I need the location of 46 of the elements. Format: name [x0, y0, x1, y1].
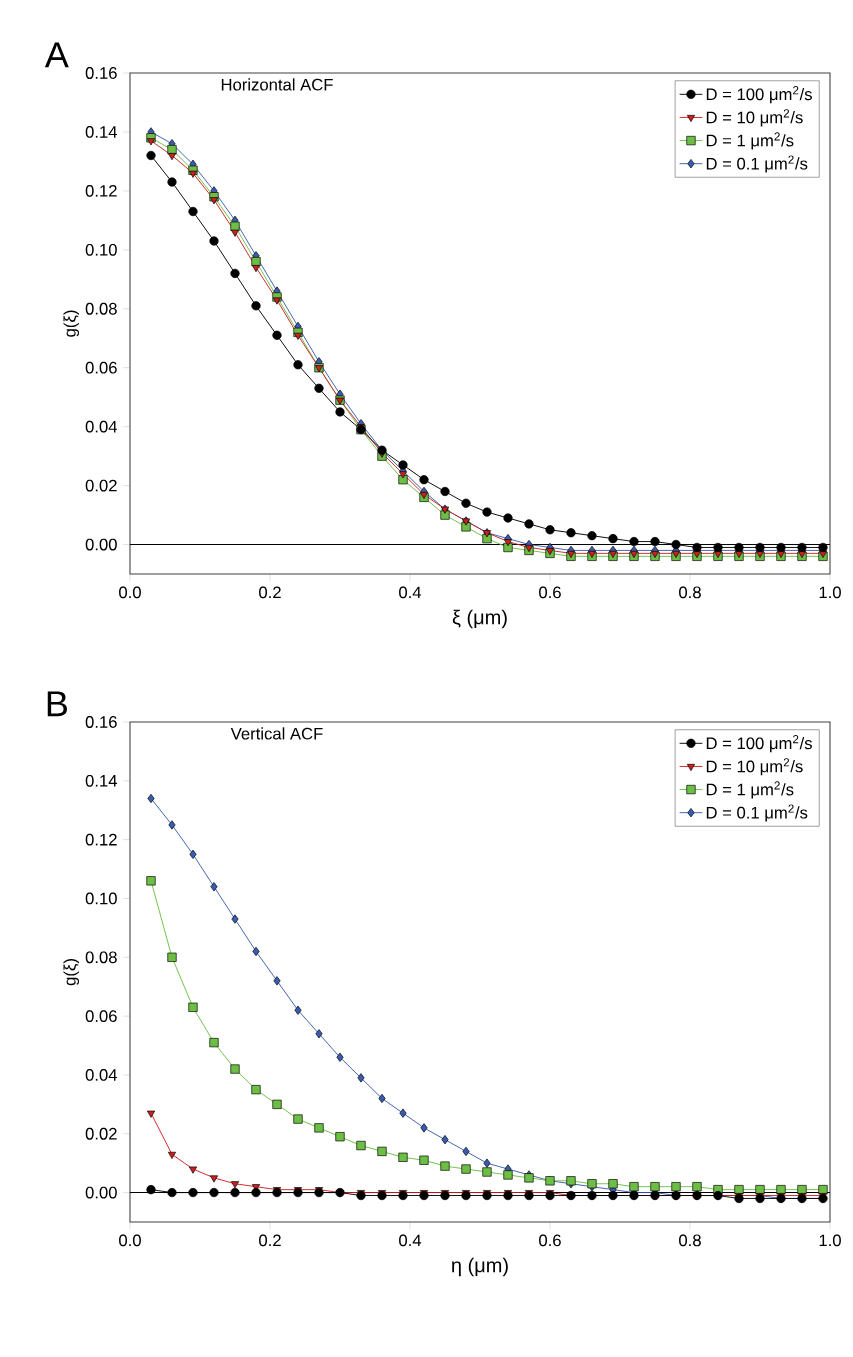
legend-label: D = 0.1 μm$^{2}$/s	[706, 155, 808, 173]
y-tick-label: 0.12	[85, 184, 117, 197]
y-tick-label: 0.10	[85, 892, 117, 905]
legend-label: D = 0.1 μm$^{2}$/s	[706, 804, 808, 822]
legend-label: D = 1 μm$^{2}$/s	[706, 781, 794, 799]
legend-label: D = 10 μm$^{2}$/s	[706, 109, 803, 127]
legend-label: D = 1 μm$^{2}$/s	[706, 132, 794, 150]
y-tick-label: 0.04	[85, 1069, 118, 1081]
y-axis-title: g(ξ)	[63, 310, 80, 337]
y-axis-title: g(ξ)	[63, 959, 80, 986]
x-tick-label: 0.0	[119, 586, 141, 599]
chart-title: Horizontal ACF	[221, 78, 333, 91]
x-tick-label: 1.0	[819, 1234, 841, 1247]
y-tick-label: 0.02	[85, 479, 117, 492]
y-tick-label: 0.00	[85, 1186, 117, 1199]
legend-label: D = 100 μm$^{2}$/s	[706, 86, 812, 104]
legend-label: D = 100 μm$^{2}$/s	[706, 735, 812, 753]
x-tick-label: 0.6	[539, 1234, 561, 1247]
y-tick-label: 0.06	[85, 1010, 117, 1023]
x-tick-label: 0.8	[679, 1234, 701, 1247]
y-tick-label: 0.06	[85, 361, 117, 374]
y-tick-label: 0.12	[85, 833, 117, 846]
y-tick-label: 0.10	[85, 243, 117, 256]
x-axis-title: η (μm)	[451, 1257, 508, 1277]
x-tick-label: 0.6	[539, 586, 561, 599]
y-tick-label: 0.14	[85, 126, 118, 138]
x-tick-label: 0.4	[399, 586, 422, 599]
x-tick-label: 0.4	[399, 1234, 422, 1247]
y-tick-label: 0.16	[85, 716, 117, 728]
text: A	[44, 42, 69, 68]
y-tick-label: 0.16	[85, 67, 117, 79]
x-tick-label: 0.2	[259, 586, 281, 599]
y-tick-label: 0.08	[85, 951, 117, 964]
y-tick-label: 0.14	[85, 774, 118, 787]
x-tick-label: 0.0	[119, 1234, 141, 1247]
text: B	[47, 691, 67, 717]
y-tick-label: 0.02	[85, 1127, 117, 1140]
legend-label: D = 10 μm$^{2}$/s	[706, 758, 803, 776]
x-tick-label: 0.8	[679, 586, 701, 599]
chart-title: Vertical ACF	[230, 727, 323, 740]
x-axis-title: ξ (μm)	[452, 609, 507, 629]
x-tick-label: 1.0	[819, 586, 841, 599]
y-tick-label: 0.00	[85, 538, 117, 551]
x-tick-label: 0.2	[259, 1234, 281, 1247]
y-tick-label: 0.04	[85, 420, 118, 433]
y-tick-label: 0.08	[85, 302, 117, 315]
